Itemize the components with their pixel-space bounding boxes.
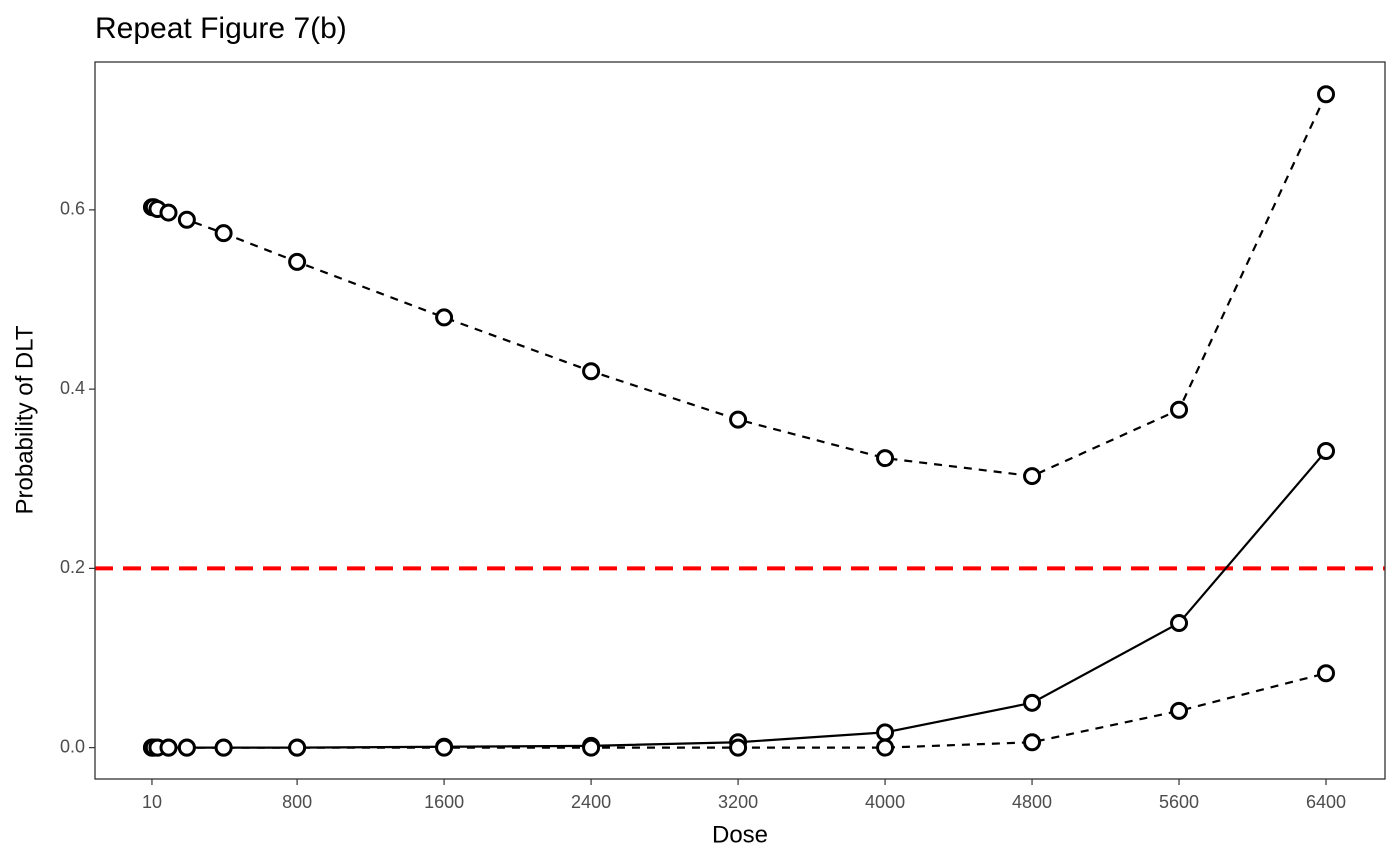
data-point: [159, 203, 178, 222]
y-tick-label: 0.6: [60, 199, 85, 219]
data-point: [288, 252, 307, 271]
data-point: [876, 738, 895, 757]
data-point: [876, 449, 895, 468]
plot-border: [94, 61, 1386, 780]
data-point: [876, 723, 895, 742]
y-axis-label: Probability of DLT: [11, 325, 38, 514]
data-point: [1023, 733, 1042, 752]
data-point: [582, 738, 601, 757]
x-tick-label: 800: [282, 792, 312, 812]
x-axis-label: Dose: [712, 821, 768, 848]
x-tick-label: 1600: [424, 792, 464, 812]
data-point: [729, 410, 748, 429]
data-point: [288, 738, 307, 757]
x-tick-label: 3200: [718, 792, 758, 812]
data-point: [159, 738, 178, 757]
data-point: [435, 738, 454, 757]
data-point: [1317, 664, 1336, 683]
data-point: [1317, 441, 1336, 460]
chart-title: Repeat Figure 7(b): [95, 12, 347, 45]
data-point: [729, 738, 748, 757]
x-tick-label: 10: [142, 792, 162, 812]
x-tick-label: 4000: [865, 792, 905, 812]
data-point: [1023, 693, 1042, 712]
data-point: [177, 738, 196, 757]
data-point: [214, 224, 233, 243]
x-tick-label: 6400: [1306, 792, 1346, 812]
y-tick-label: 0.4: [60, 378, 85, 398]
x-tick-label: 4800: [1012, 792, 1052, 812]
x-tick-label: 2400: [571, 792, 611, 812]
data-point: [1170, 614, 1189, 633]
data-point: [214, 738, 233, 757]
y-tick-label: 0.0: [60, 736, 85, 756]
x-tick-label: 5600: [1159, 792, 1199, 812]
data-point: [1023, 467, 1042, 486]
data-point: [582, 362, 601, 381]
data-point: [1170, 400, 1189, 419]
y-tick-label: 0.2: [60, 557, 85, 577]
data-point: [435, 308, 454, 327]
data-point: [177, 210, 196, 229]
data-point: [1317, 85, 1336, 104]
data-point: [1170, 701, 1189, 720]
